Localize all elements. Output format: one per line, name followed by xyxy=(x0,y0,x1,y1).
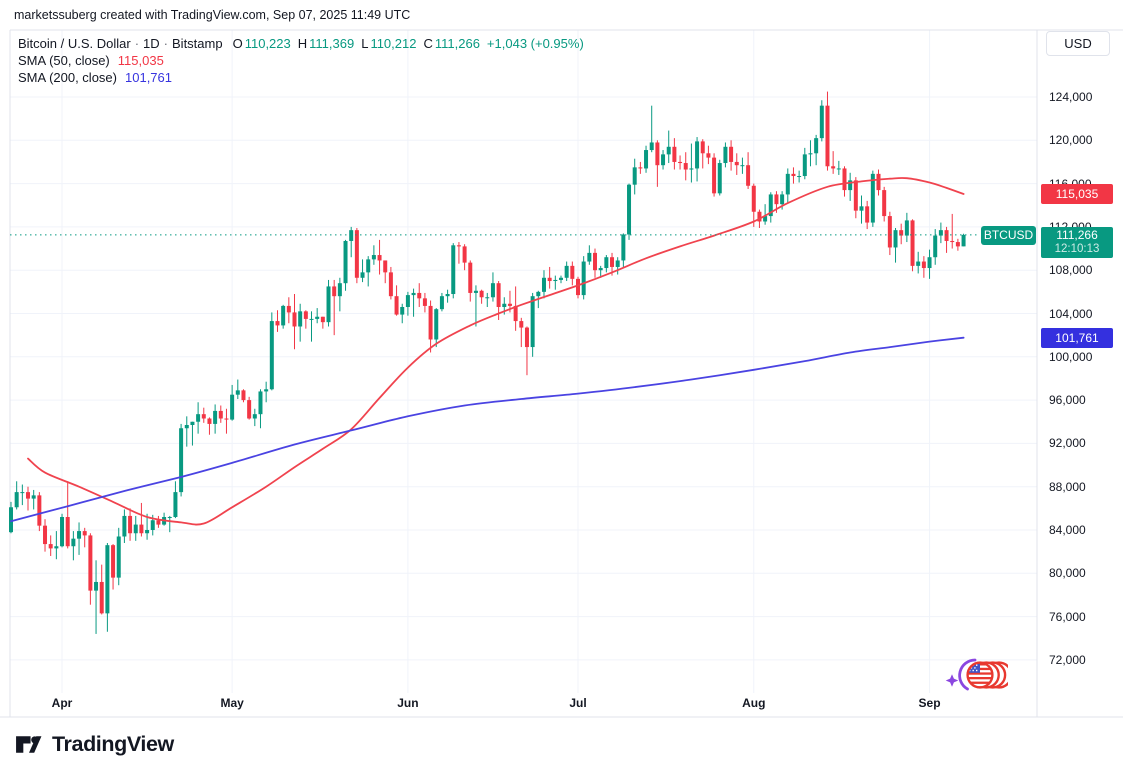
open-value: 110,223 xyxy=(244,36,291,51)
low-value: 110,212 xyxy=(370,36,417,51)
symbol-title: Bitcoin / U.S. Dollar xyxy=(18,36,131,51)
attribution-text: marketssuberg created with TradingView.c… xyxy=(14,8,411,22)
close-label: C xyxy=(423,36,433,51)
last-price-value: 111,266 xyxy=(1056,228,1098,243)
symbol-badge: BTCUSD xyxy=(981,225,1036,245)
sparkle-icon xyxy=(945,674,959,687)
low-label: L xyxy=(361,36,369,51)
separator-dot: · xyxy=(163,36,169,51)
sma50-legend-label: SMA (50, close) xyxy=(18,53,110,68)
price-tick-label: 124,000 xyxy=(1049,90,1093,104)
sma50-legend-value: 115,035 xyxy=(117,53,164,68)
chart-legend: Bitcoin / U.S. Dollar · 1D · Bitstamp O 110,22… xyxy=(18,35,591,86)
ohlc-values: O 110,223 H 111,369 L 110,212 C 111,266 +1,043 (… xyxy=(233,36,591,51)
sma50-price-badge: 115,035 xyxy=(1041,184,1113,205)
price-tick-label: 120,000 xyxy=(1049,133,1093,148)
last-price-badge: 111,266 12:10:13 xyxy=(1041,226,1113,258)
time-axis-label: Sep xyxy=(918,696,941,710)
sma200-legend-label: SMA (200, close) xyxy=(18,70,117,85)
time-axis-label: Jul xyxy=(569,696,587,710)
price-change: +1,043 (+0.95%) xyxy=(486,36,584,51)
sma200-legend-value: 101,761 xyxy=(125,70,172,85)
high-label: H xyxy=(297,36,308,51)
legend-symbol-row: Bitcoin / U.S. Dollar · 1D · Bitstamp O 110,22… xyxy=(18,35,591,52)
price-tick-label: 104,000 xyxy=(1049,306,1093,321)
bar-countdown-timer: 12:10:13 xyxy=(1054,243,1100,256)
high-value: 111,369 xyxy=(309,36,355,51)
price-tick-label: 84,000 xyxy=(1049,523,1086,537)
tradingview-logo-text: TradingView xyxy=(52,732,174,756)
close-value: 111,266 xyxy=(434,36,480,51)
time-axis-label: Jun xyxy=(397,696,419,710)
separator-dot: · xyxy=(134,36,140,51)
price-tick-label: 76,000 xyxy=(1049,609,1086,624)
time-axis-label: Apr xyxy=(51,696,73,710)
time-axis-label: Aug xyxy=(742,696,766,710)
tradingview-logo-icon xyxy=(16,736,42,753)
legend-sma50-row: SMA (50, close) 115,035 xyxy=(18,52,591,69)
motion-arc xyxy=(958,658,977,691)
price-tick-label: 92,000 xyxy=(1049,436,1086,451)
price-tick-label: 100,000 xyxy=(1049,349,1093,364)
price-tick-label: 108,000 xyxy=(1049,263,1093,278)
open-label: O xyxy=(232,36,243,51)
interval-label: 1D xyxy=(143,36,160,51)
legend-sma200-row: SMA (200, close) 101,761 xyxy=(18,69,591,86)
sma200-price-badge: 101,761 xyxy=(1041,327,1113,348)
currency-usd-button[interactable]: USD xyxy=(1046,31,1110,56)
exchange-label: Bitstamp xyxy=(172,36,223,51)
price-tick-label: 80,000 xyxy=(1049,566,1086,581)
us-flag-dash-emoji xyxy=(945,658,1008,691)
price-tick-label: 96,000 xyxy=(1049,393,1086,408)
price-tick-label: 88,000 xyxy=(1049,479,1086,494)
tradingview-logo[interactable]: TradingView xyxy=(14,730,174,759)
time-axis-label: May xyxy=(220,696,244,710)
price-tick-label: 72,000 xyxy=(1049,652,1086,667)
